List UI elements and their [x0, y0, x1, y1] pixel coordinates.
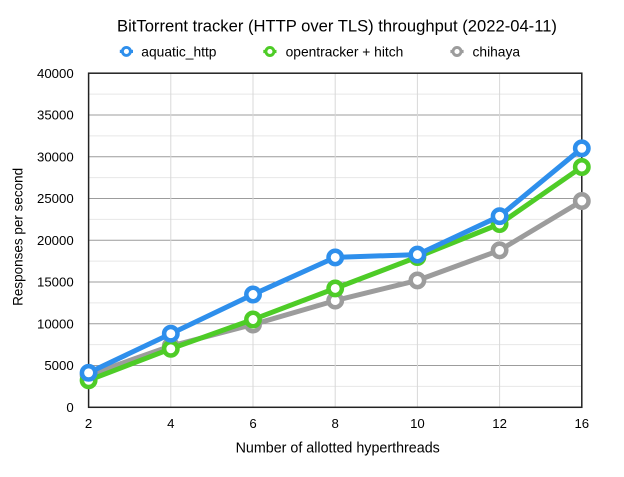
svg-text:25000: 25000	[37, 191, 74, 206]
svg-text:10: 10	[410, 416, 425, 431]
svg-text:chihaya: chihaya	[473, 45, 521, 60]
svg-text:BitTorrent tracker (HTTP over: BitTorrent tracker (HTTP over TLS) throu…	[117, 16, 557, 35]
svg-text:8: 8	[332, 416, 339, 431]
svg-text:6: 6	[249, 416, 256, 431]
svg-text:12: 12	[492, 416, 507, 431]
svg-text:opentracker + hitch: opentracker + hitch	[286, 45, 404, 60]
svg-text:Responses per second: Responses per second	[10, 168, 25, 306]
svg-text:20000: 20000	[37, 233, 74, 248]
svg-text:40000: 40000	[37, 66, 74, 81]
svg-text:4: 4	[167, 416, 174, 431]
svg-text:35000: 35000	[37, 108, 74, 123]
svg-text:16: 16	[574, 416, 589, 431]
svg-text:Number of allotted hyperthread: Number of allotted hyperthreads	[236, 440, 440, 456]
svg-text:2: 2	[85, 416, 92, 431]
svg-text:5000: 5000	[44, 358, 73, 373]
svg-text:aquatic_http: aquatic_http	[141, 45, 217, 60]
svg-text:30000: 30000	[37, 149, 74, 164]
svg-text:0: 0	[66, 400, 73, 415]
svg-text:10000: 10000	[37, 316, 74, 331]
svg-text:15000: 15000	[37, 275, 74, 290]
